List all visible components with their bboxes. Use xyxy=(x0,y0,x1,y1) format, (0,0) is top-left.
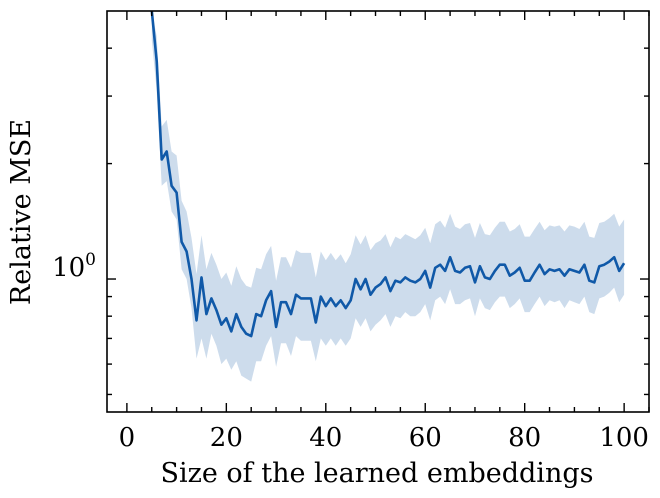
y-axis-title: Relative MSE xyxy=(6,119,37,305)
x-tick-label: 0 xyxy=(119,423,136,453)
confidence-band xyxy=(151,11,625,382)
x-tick-label: 60 xyxy=(409,423,442,453)
x-tick-label: 100 xyxy=(599,423,649,453)
x-axis-title: Size of the learned embeddings xyxy=(161,458,594,489)
mean-line xyxy=(150,11,626,338)
axis-ticks xyxy=(107,11,650,412)
plot-frame xyxy=(106,10,650,413)
x-tick-label: 40 xyxy=(309,423,342,453)
x-tick-labels: 0 20 40 60 80 100 xyxy=(119,423,649,453)
y-tick-label-major: 100 xyxy=(52,250,96,283)
x-tick-label: 20 xyxy=(210,423,243,453)
x-tick-label: 80 xyxy=(508,423,541,453)
